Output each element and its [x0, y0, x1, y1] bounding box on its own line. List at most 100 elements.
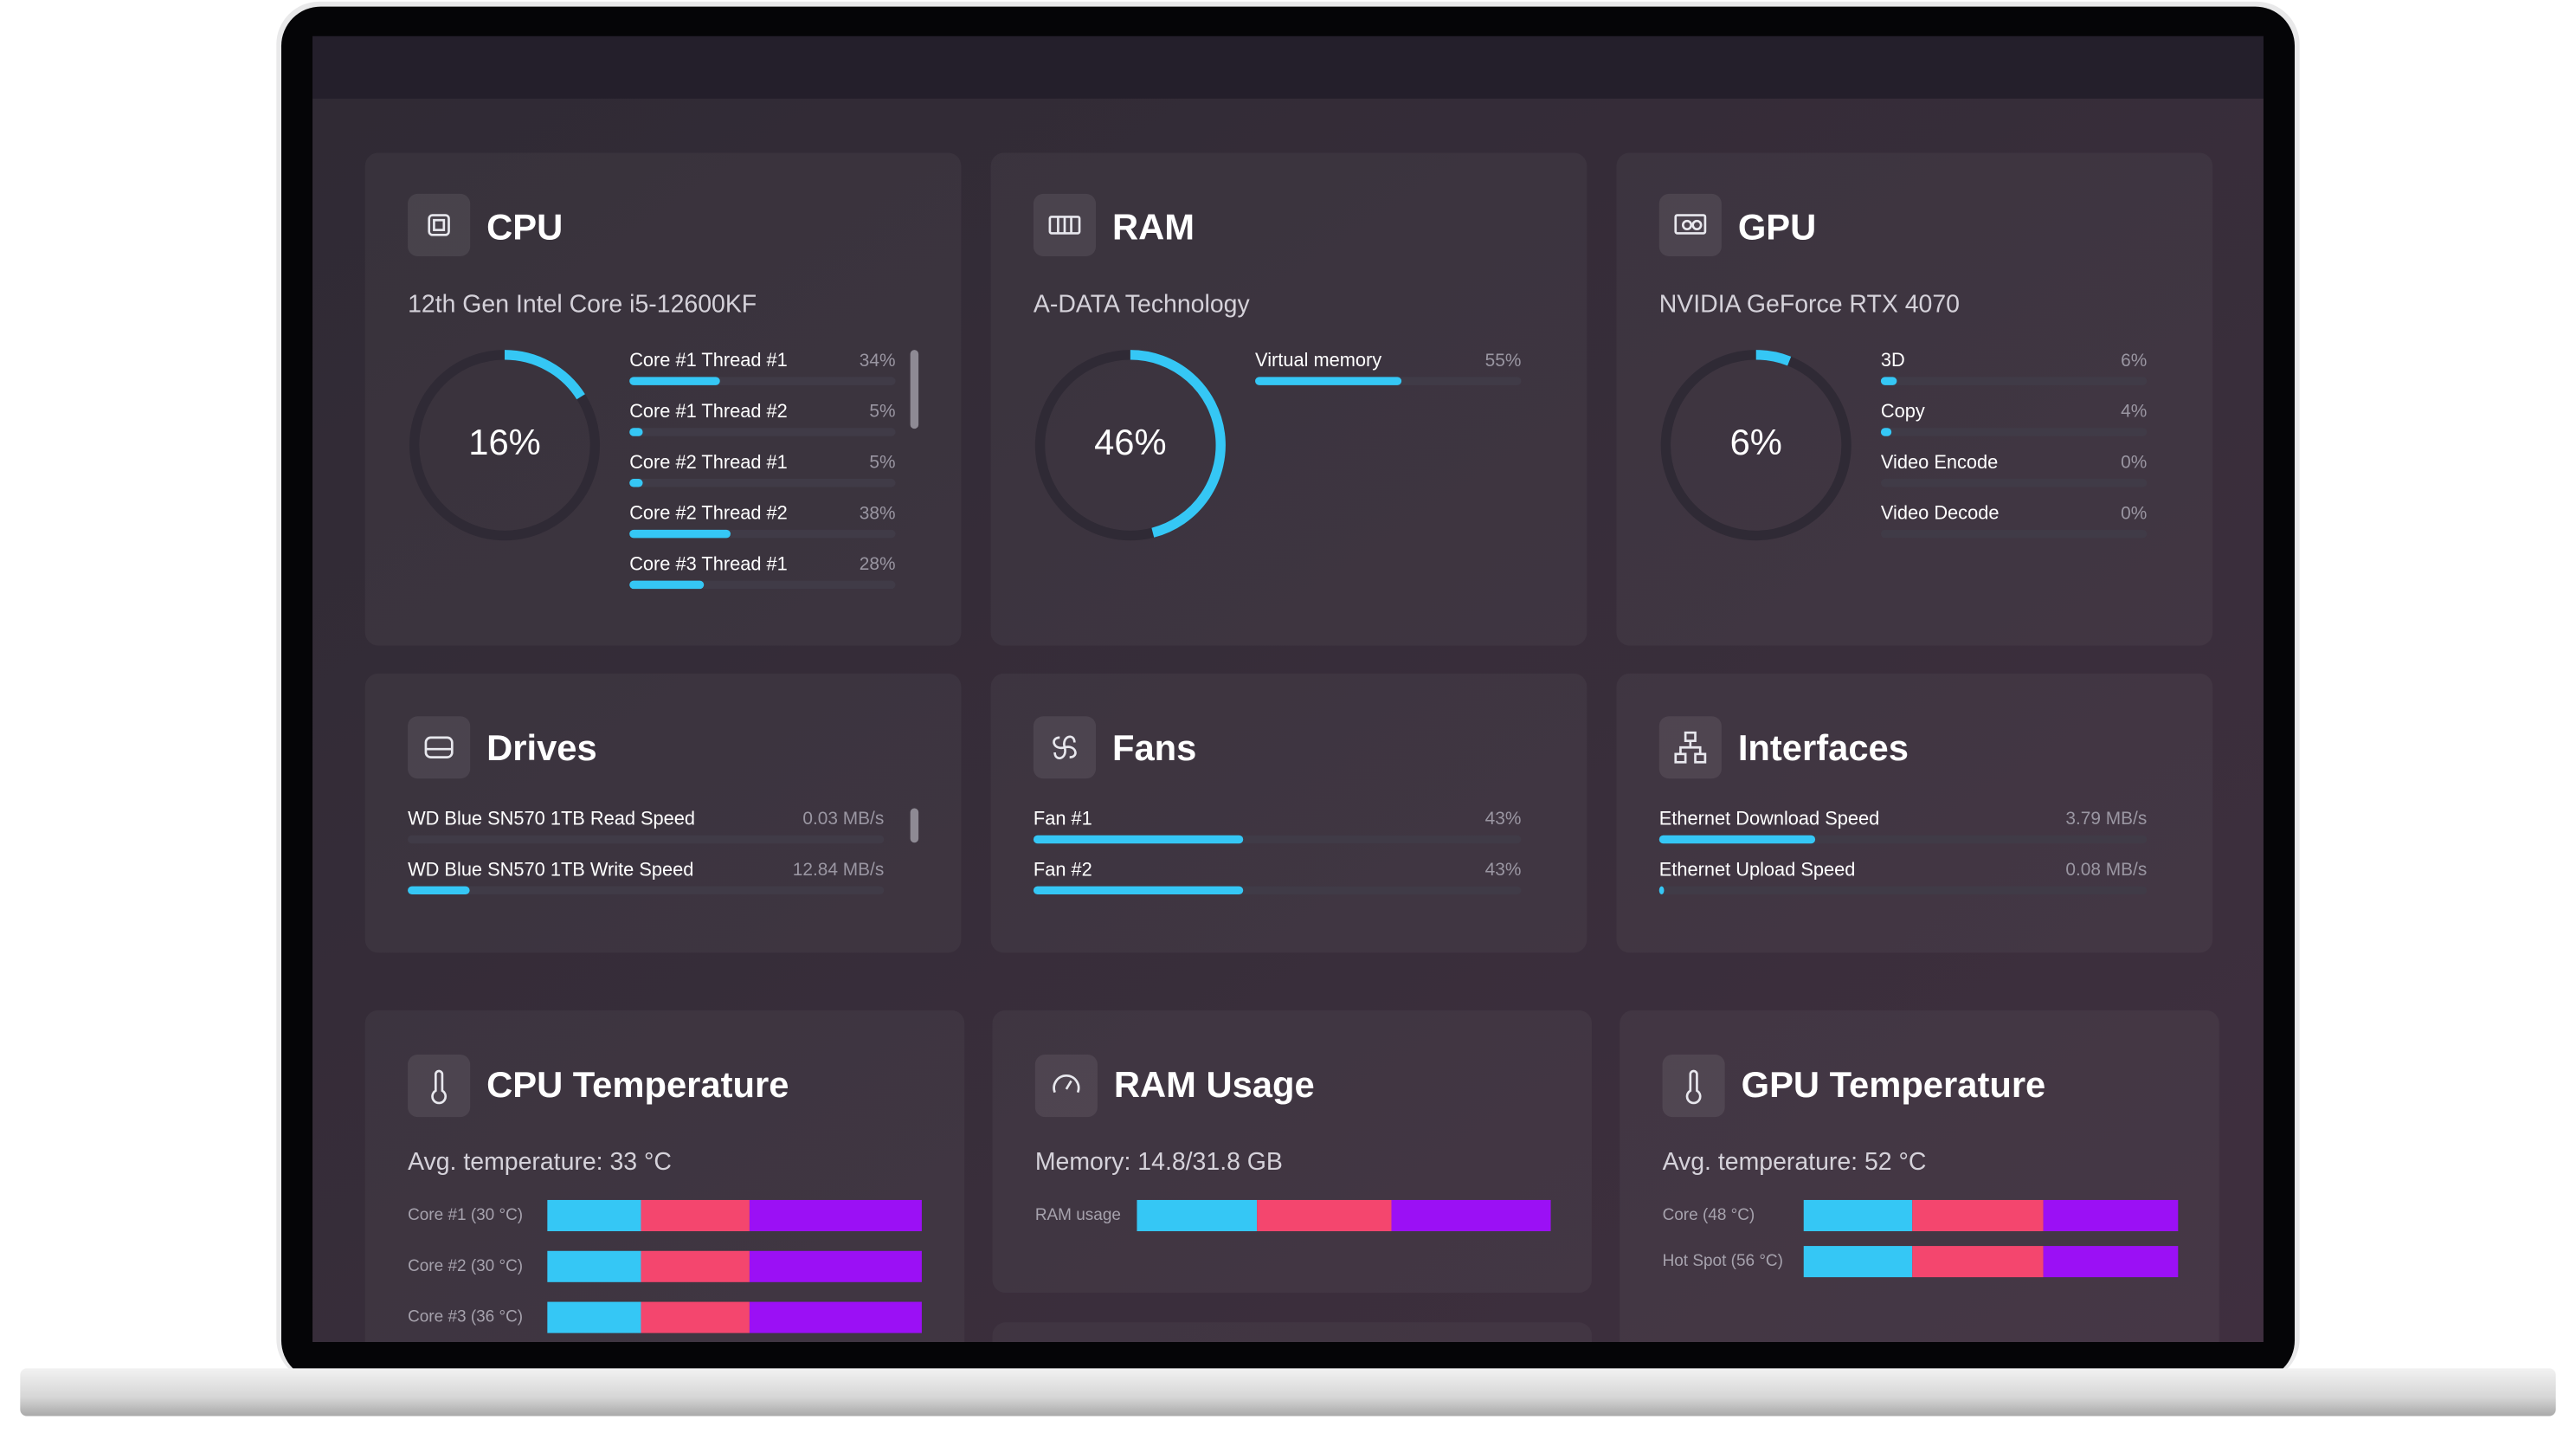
- item-label: Core #3 Thread #1: [629, 552, 788, 574]
- icon-part: [1685, 1069, 1702, 1105]
- bar-segment: [547, 1301, 641, 1333]
- laptop-base: [20, 1368, 2556, 1416]
- bar-segment: [2043, 1199, 2179, 1231]
- card-icon: [1048, 216, 1081, 235]
- card-icon: [1674, 214, 1707, 235]
- card-title: RAM: [1112, 207, 1195, 248]
- bar-segment: [547, 1250, 641, 1282]
- cards: CPU 12th Gen Intel Core i5-12600KF 16% Core…: [364, 152, 2219, 1343]
- progress-track: [1658, 886, 2148, 895]
- progress-fill: [1880, 377, 1897, 385]
- card-icon: [431, 1069, 447, 1105]
- progress-track: [629, 479, 896, 487]
- card-title: GPU: [1738, 207, 1816, 248]
- card-icon-box: [1034, 1055, 1098, 1118]
- progress-fill: [1658, 835, 1816, 844]
- card-icon: [424, 736, 454, 758]
- icon-part: [428, 214, 450, 236]
- item-value: 6%: [2121, 351, 2147, 371]
- card-icon-box: [408, 1055, 471, 1118]
- progress-fill: [1033, 886, 1244, 895]
- card-icon: [428, 214, 450, 236]
- icon-part: [431, 1069, 447, 1105]
- item-label: Video Encode: [1881, 451, 1998, 473]
- row-label: Core #1 (30 °C): [408, 1206, 523, 1224]
- item-value: 3.79 MB/s: [2065, 809, 2147, 829]
- gauge-arc: [504, 350, 585, 400]
- card-subtitle: Avg. temperature: 52 °C: [1663, 1148, 1927, 1176]
- gauge-arc: [1755, 350, 1792, 366]
- card-title: RAM Usage: [1114, 1064, 1315, 1105]
- card-title: Interfaces: [1738, 727, 1909, 768]
- bar-segment: [749, 1199, 922, 1231]
- bar-segment: [641, 1301, 750, 1333]
- progress-track: [408, 886, 885, 895]
- item-label: Core #2 Thread #2: [629, 502, 788, 524]
- card-icon-box: [408, 716, 471, 779]
- bar-segment: [1391, 1199, 1551, 1231]
- item-label: 3D: [1881, 349, 1905, 371]
- item-value: 28%: [860, 554, 896, 574]
- title-bar: [312, 35, 2264, 99]
- card-title: CPU Temperature: [486, 1064, 789, 1105]
- progress-fill: [1658, 886, 1665, 895]
- item-label: Ethernet Download Speed: [1659, 807, 1879, 829]
- card: [990, 673, 1587, 953]
- card: [1616, 673, 2213, 953]
- icon-part: [1057, 216, 1072, 234]
- item-value: 4%: [2121, 402, 2147, 422]
- bar-segment: [749, 1250, 922, 1282]
- card: [364, 152, 962, 646]
- card-subtitle: Avg. temperature: 33 °C: [408, 1148, 672, 1176]
- item-value: 43%: [1485, 860, 1522, 880]
- card-subtitle: Memory: 14.8/31.8 GB: [1035, 1148, 1283, 1176]
- bar-segment: [1912, 1246, 2044, 1278]
- item-label: Core #1 Thread #1: [629, 349, 788, 371]
- card: [1616, 152, 2213, 646]
- progress-fill: [629, 479, 643, 487]
- card-icon-box: [408, 193, 471, 256]
- card: [364, 673, 962, 953]
- bar-segment: [641, 1250, 750, 1282]
- bar-segment: [547, 1199, 641, 1231]
- item-value: 0.08 MB/s: [2065, 860, 2147, 880]
- progress-fill: [629, 428, 643, 436]
- scrollbar: [910, 808, 919, 843]
- progress-track: [1880, 529, 2148, 539]
- item-label: Fan #1: [1034, 807, 1092, 829]
- item-value: 0%: [2121, 503, 2147, 523]
- bar-segment: [1257, 1199, 1392, 1231]
- screen: CPU 12th Gen Intel Core i5-12600KF 16% Core…: [312, 35, 2264, 1343]
- item-label: Ethernet Upload Speed: [1659, 858, 1856, 880]
- icon-part: [433, 218, 446, 231]
- item-value: 43%: [1485, 809, 1522, 829]
- item-value: 0%: [2121, 453, 2147, 473]
- item-label: WD Blue SN570 1TB Read Speed: [408, 807, 695, 829]
- bar-segment: [1912, 1199, 2044, 1231]
- progress-track: [408, 835, 885, 844]
- item-value: 55%: [1485, 351, 1522, 371]
- bar-segment: [2043, 1246, 2179, 1278]
- bar-segment: [1803, 1246, 1913, 1278]
- icon-part: [1691, 219, 1703, 230]
- progress-track: [629, 428, 896, 436]
- progress-fill: [1033, 835, 1244, 844]
- item-value: 5%: [869, 402, 895, 422]
- gauge-label: 6%: [1730, 422, 1782, 462]
- card-icon: [1053, 735, 1077, 759]
- row-label: Core (48 °C): [1663, 1206, 1755, 1224]
- row-label: Core #3 (36 °C): [408, 1308, 523, 1326]
- card-icon: [1685, 1069, 1702, 1105]
- row-label: RAM usage: [1035, 1206, 1121, 1224]
- gauge-label: 46%: [1094, 422, 1167, 462]
- progress-track: [1880, 377, 2148, 385]
- icon-part: [424, 736, 454, 758]
- icon-part: [1674, 214, 1707, 235]
- bar-segment: [749, 1301, 922, 1333]
- item-label: Virtual memory: [1255, 349, 1381, 371]
- card-icon-box: [1662, 1055, 1725, 1118]
- card-subtitle: A-DATA Technology: [1034, 290, 1251, 318]
- progress-fill: [1880, 428, 1892, 436]
- scrollbar: [910, 350, 919, 429]
- item-label: Video Decode: [1881, 502, 2000, 524]
